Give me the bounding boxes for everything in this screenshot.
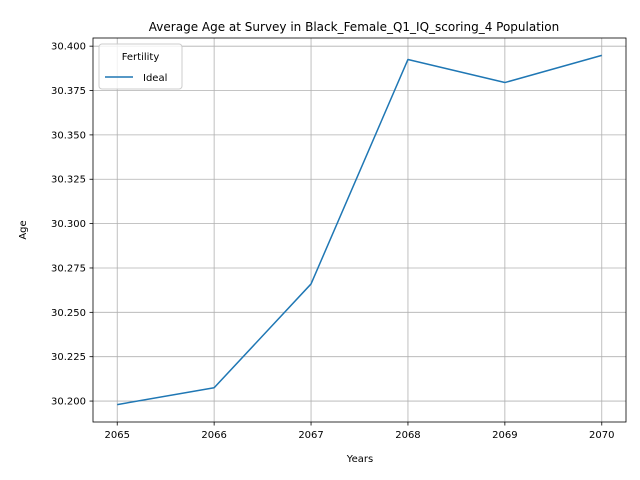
x-tick-label: 2066 bbox=[201, 430, 226, 441]
y-tick-label: 30.400 bbox=[51, 42, 86, 53]
y-tick-label: 30.200 bbox=[51, 397, 86, 408]
legend: Fertility Ideal bbox=[98, 43, 183, 90]
x-tick-label: 2069 bbox=[492, 430, 517, 441]
x-axis-ticks: 2065 2066 2067 2068 2069 2070 bbox=[105, 422, 614, 441]
x-tick-label: 2070 bbox=[589, 430, 614, 441]
legend-title: Fertility bbox=[122, 52, 160, 63]
legend-box bbox=[98, 43, 183, 90]
x-tick-label: 2065 bbox=[105, 430, 130, 441]
y-tick-label: 30.300 bbox=[51, 219, 86, 230]
y-tick-label: 30.375 bbox=[51, 86, 86, 97]
x-tick-label: 2068 bbox=[395, 430, 420, 441]
x-axis-label: Years bbox=[346, 454, 373, 465]
series-lines bbox=[117, 54, 602, 406]
legend-entry-ideal: Ideal bbox=[143, 73, 167, 84]
y-tick-label: 30.275 bbox=[51, 263, 86, 274]
y-tick-label: 30.325 bbox=[51, 175, 86, 186]
y-tick-label: 30.350 bbox=[51, 130, 86, 141]
y-axis-ticks: 30.200 30.225 30.250 30.275 30.300 30.325 30.3… bbox=[51, 42, 93, 408]
grid-lines bbox=[93, 38, 626, 422]
y-tick-label: 30.225 bbox=[51, 352, 86, 363]
y-axis-label: Age bbox=[18, 220, 29, 239]
x-tick-label: 2067 bbox=[298, 430, 323, 441]
y-tick-label: 30.250 bbox=[51, 308, 86, 319]
plot-area-frame bbox=[92, 37, 627, 423]
chart-title: Average Age at Survey in Black_Female_Q1… bbox=[149, 20, 559, 34]
series-line-ideal bbox=[117, 54, 602, 406]
